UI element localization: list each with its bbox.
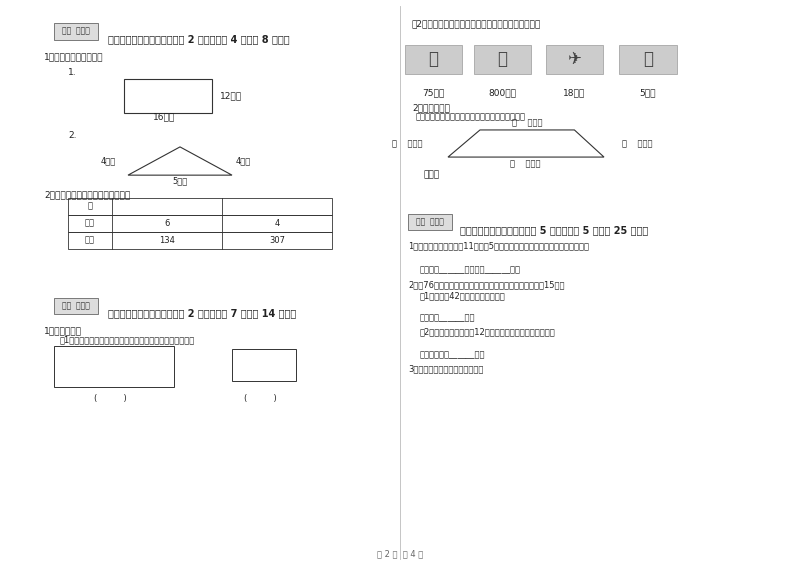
Bar [408, 214, 452, 230]
Text: （    ）毫米: （ ）毫米 [512, 119, 542, 128]
Text: 2、有76个座位的森林音乐厅将举行音乐会，每张票售价是15元。: 2、有76个座位的森林音乐厅将举行音乐会，每张票售价是15元。 [408, 281, 565, 290]
Text: 答：可以收款______元。: 答：可以收款______元。 [420, 350, 486, 359]
Text: （    ）毫米: （ ）毫米 [510, 159, 541, 168]
Text: （1）、量出下面各图形中每条边的长度。（以毫米为单位）: （1）、量出下面各图形中每条边的长度。（以毫米为单位） [60, 336, 195, 345]
Text: 1、姐姐买来一束花，有11枝，每5枝插入一个花瓶里，可插几瓶？还剩几枝？: 1、姐姐买来一束花，有11枝，每5枝插入一个花瓶里，可插几瓶？还剩几枝？ [408, 241, 589, 250]
Text: 1、求下面图形的周长。: 1、求下面图形的周长。 [44, 52, 103, 61]
Text: 1.: 1. [68, 68, 77, 77]
Bar [619, 45, 677, 74]
Text: 2、动手操作。: 2、动手操作。 [412, 103, 450, 112]
Text: (          ): ( ) [94, 394, 126, 403]
Text: 👤: 👤 [429, 50, 438, 68]
Text: 12厘米: 12厘米 [220, 92, 242, 101]
Bar [54, 346, 174, 387]
Text: 四、看清题目，细心计算（共 2 小题，每题 4 分，共 8 分）。: 四、看清题目，细心计算（共 2 小题，每题 4 分，共 8 分）。 [108, 34, 290, 45]
Text: 800千米: 800千米 [488, 89, 517, 98]
Bar [54, 298, 98, 314]
Text: 5千米: 5千米 [640, 89, 656, 98]
Text: 1、实践操作：: 1、实践操作： [44, 326, 82, 335]
Text: 答：收款______元。: 答：收款______元。 [420, 314, 475, 323]
Text: 得分  评卷人: 得分 评卷人 [62, 301, 90, 310]
Bar [68, 215, 332, 232]
Text: 第 2 页  共 4 页: 第 2 页 共 4 页 [377, 549, 423, 558]
Text: 3、根据图片中的内容回答问题。: 3、根据图片中的内容回答问题。 [408, 364, 483, 373]
Text: 2、把乘得的积填在下面的空格里。: 2、把乘得的积填在下面的空格里。 [44, 190, 130, 199]
Text: (          ): ( ) [244, 394, 276, 403]
Text: ✈: ✈ [567, 50, 582, 68]
Text: 4: 4 [274, 219, 280, 228]
Text: 六、活用知识，解决问题（共 5 小题，每题 5 分，共 25 分）。: 六、活用知识，解决问题（共 5 小题，每题 5 分，共 25 分）。 [460, 225, 648, 235]
Text: 积: 积 [87, 202, 93, 211]
Bar [68, 198, 332, 215]
Text: 🚲: 🚲 [643, 50, 653, 68]
Text: 🚗: 🚗 [498, 50, 507, 68]
Text: （    ）毫米: （ ）毫米 [622, 139, 653, 148]
Text: （2）把剩余的票按每张12元全部售出，可以收款多少元？: （2）把剩余的票按每张12元全部售出，可以收款多少元？ [420, 328, 556, 337]
Text: 得分  评卷人: 得分 评卷人 [416, 218, 444, 227]
Text: 5分米: 5分米 [172, 176, 188, 185]
Bar [546, 45, 603, 74]
Text: 答：可插______瓶，还剩______枝。: 答：可插______瓶，还剩______枝。 [420, 266, 521, 275]
Bar [124, 79, 212, 113]
Text: 6: 6 [164, 219, 170, 228]
Text: 134: 134 [159, 236, 175, 245]
Text: 16厘米: 16厘米 [153, 112, 175, 121]
Text: 五、认真思考，综合能力（共 2 小题，每题 7 分，共 14 分）。: 五、认真思考，综合能力（共 2 小题，每题 7 分，共 14 分）。 [108, 308, 296, 319]
Bar [474, 45, 531, 74]
Text: 4分米: 4分米 [101, 157, 116, 166]
Text: 18千米: 18千米 [563, 89, 586, 98]
Bar [405, 45, 462, 74]
Text: 2.: 2. [68, 131, 77, 140]
Bar [68, 232, 332, 249]
Text: 4分米: 4分米 [236, 157, 251, 166]
Text: 得分  评卷人: 得分 评卷人 [62, 27, 90, 36]
Bar [54, 23, 98, 40]
Text: 量出每条边的长度，以毫米为单位，并计算周长。: 量出每条边的长度，以毫米为单位，并计算周长。 [416, 112, 526, 121]
Bar [232, 349, 296, 381]
Text: （1）已售出42张票，收款多少元？: （1）已售出42张票，收款多少元？ [420, 291, 506, 300]
Text: 周长：: 周长： [424, 171, 440, 180]
Text: 乘数: 乘数 [85, 236, 95, 245]
Text: （2）、把每小时行的路程与合适的出行方式连起来。: （2）、把每小时行的路程与合适的出行方式连起来。 [412, 19, 542, 28]
Text: 307: 307 [269, 236, 285, 245]
Text: 75千米: 75千米 [422, 89, 445, 98]
Text: （    ）毫米: （ ）毫米 [392, 139, 422, 148]
Text: 乘数: 乘数 [85, 219, 95, 228]
